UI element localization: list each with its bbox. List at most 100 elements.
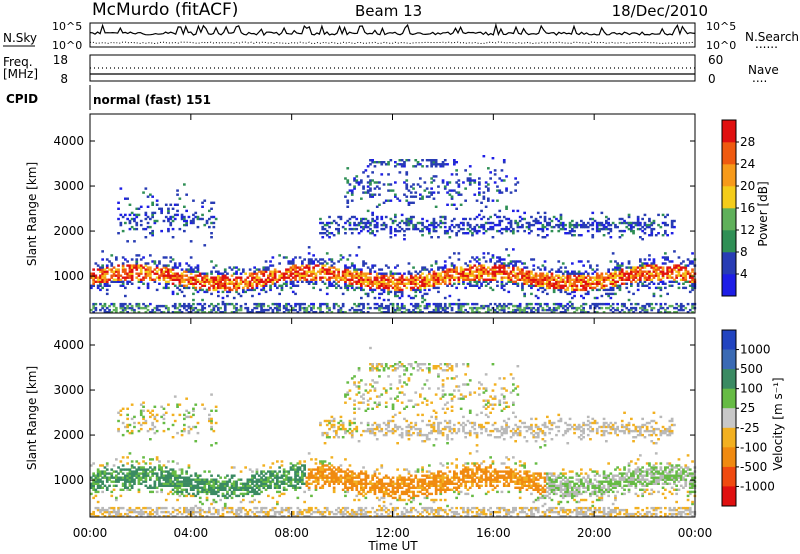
heatmap-cell — [434, 262, 438, 265]
heatmap-cell — [543, 219, 547, 223]
heatmap-cell — [369, 268, 372, 271]
heatmap-cell — [139, 258, 143, 261]
heatmap-cell — [659, 294, 663, 298]
heatmap-cell — [96, 486, 100, 489]
heatmap-cell — [605, 215, 608, 219]
heatmap-cell — [668, 276, 672, 279]
heatmap-cell — [478, 258, 481, 261]
heatmap-cell — [287, 302, 291, 306]
heatmap-cell — [512, 264, 515, 267]
heatmap-cell — [92, 272, 95, 275]
heatmap-cell — [375, 185, 379, 188]
heatmap-cell — [475, 284, 479, 287]
heatmap-cell — [248, 486, 252, 489]
heatmap-cell — [282, 508, 286, 512]
heatmap-cell — [146, 282, 150, 285]
heatmap-cell — [192, 306, 195, 310]
heatmap-cell — [611, 274, 615, 277]
heatmap-cell — [133, 311, 136, 314]
heatmap-cell — [636, 302, 640, 306]
heatmap-cell — [389, 236, 393, 239]
heatmap-cell — [208, 413, 211, 417]
heatmap-cell — [573, 223, 576, 227]
heatmap-cell — [323, 232, 327, 235]
heatmap-cell — [552, 215, 556, 219]
heatmap-cell — [135, 268, 139, 271]
heatmap-cell — [155, 308, 159, 312]
heatmap-cell — [278, 292, 281, 296]
heatmap-cell — [443, 187, 447, 190]
heatmap-cell — [346, 179, 350, 182]
heatmap-cell — [105, 292, 109, 296]
heatmap-cell — [296, 266, 300, 269]
heatmap-cell — [124, 258, 127, 261]
heatmap-cell — [269, 508, 272, 512]
heatmap-cell — [189, 266, 193, 269]
heatmap-cell — [321, 225, 325, 229]
heatmap-cell — [280, 515, 284, 518]
heatmap-cell — [498, 223, 502, 227]
heatmap-cell — [521, 288, 524, 292]
heatmap-cell — [208, 508, 211, 512]
heatmap-cell — [432, 284, 436, 287]
heatmap-cell — [550, 308, 554, 312]
heatmap-cell — [677, 282, 681, 285]
heatmap-cell — [525, 306, 529, 310]
heatmap-cell — [158, 278, 161, 281]
heatmap-cell — [307, 260, 311, 263]
heatmap-cell — [453, 161, 456, 164]
heatmap-cell — [180, 470, 184, 473]
heatmap-cell — [369, 232, 372, 235]
heatmap-cell — [630, 276, 633, 279]
heatmap-cell — [264, 506, 268, 510]
heatmap-cell — [502, 308, 506, 312]
heatmap-cell — [516, 266, 520, 269]
heatmap-cell — [675, 311, 678, 314]
heatmap-cell — [226, 506, 229, 510]
heatmap-cell — [276, 476, 279, 479]
heatmap-cell — [255, 486, 259, 489]
heatmap-cell — [248, 311, 252, 314]
heatmap-cell — [214, 288, 218, 292]
heatmap-cell — [285, 256, 288, 259]
heatmap-cell — [260, 280, 263, 283]
heatmap-cell — [555, 284, 558, 287]
heatmap-cell — [607, 278, 610, 281]
heatmap-cell — [412, 286, 415, 290]
heatmap-cell — [294, 468, 297, 471]
heatmap-cell — [144, 268, 148, 271]
heatmap-cell — [366, 292, 370, 296]
heatmap-cell — [223, 284, 227, 287]
heatmap-cell — [384, 264, 388, 267]
heatmap-cell — [448, 268, 452, 271]
heatmap-cell — [276, 308, 279, 312]
heatmap-cell — [443, 272, 447, 275]
heatmap-cell — [244, 278, 247, 281]
heatmap-cell — [407, 221, 411, 225]
heatmap-cell — [448, 282, 452, 285]
heatmap-cell — [455, 169, 458, 172]
heatmap-cell — [398, 221, 402, 225]
heatmap-cell — [425, 227, 429, 231]
heatmap-cell — [173, 276, 177, 279]
heatmap-cell — [482, 268, 486, 271]
heatmap-cell — [276, 278, 279, 281]
heatmap-cell — [221, 482, 225, 485]
heatmap-cell — [144, 262, 148, 265]
heatmap-cell — [602, 223, 606, 227]
heatmap-cell — [285, 282, 288, 285]
heatmap-cell — [405, 282, 409, 285]
heatmap-cell — [178, 197, 182, 200]
heatmap-cell — [584, 284, 588, 287]
heatmap-cell — [407, 311, 411, 314]
heatmap-cell — [525, 302, 529, 306]
heatmap-cell — [652, 306, 656, 310]
heatmap-cell — [130, 472, 134, 475]
heatmap-cell — [189, 480, 193, 483]
heatmap-cell — [203, 284, 207, 287]
heatmap-cell — [153, 262, 157, 265]
heatmap-cell — [115, 480, 118, 483]
heatmap-cell — [130, 258, 134, 261]
heatmap-cell — [614, 268, 617, 271]
heatmap-cell — [337, 232, 340, 235]
